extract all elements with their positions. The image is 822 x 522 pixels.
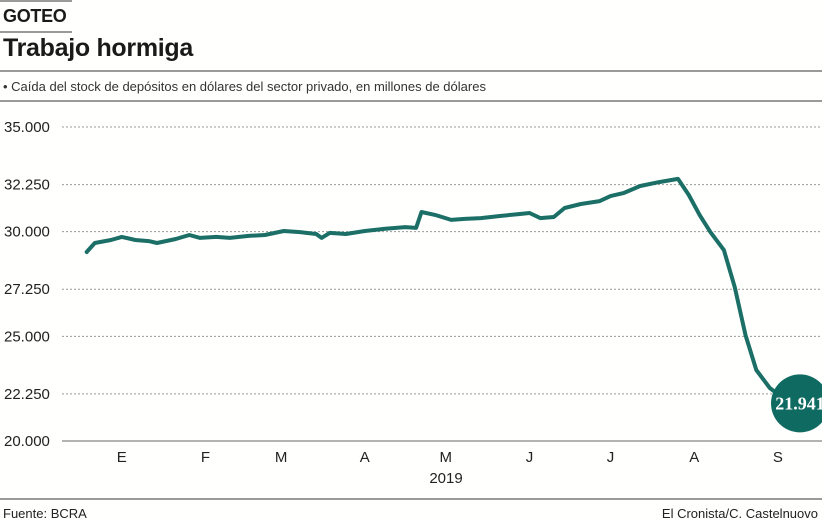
kicker: GOTEO (3, 6, 67, 26)
y-tick-label: 32.250 (4, 177, 50, 194)
footer-rule (0, 498, 822, 500)
callout-circle (771, 374, 822, 433)
y-tick-label: 20.000 (4, 433, 50, 450)
x-tick-label: A (689, 449, 699, 466)
series-line (84, 176, 788, 403)
subtitle-rule (0, 100, 822, 102)
x-tick-label: S (773, 449, 783, 466)
line-chart: 35.000 32.250 30.000 27.250 25.000 22.250 20.0… (4, 119, 822, 487)
source-note: Fuente: BCRA (3, 506, 87, 521)
title-rule (0, 70, 822, 72)
x-tick-label: E (117, 449, 127, 466)
chart-subtitle: • Caída del stock de depósitos en dólare… (3, 79, 486, 94)
x-tick-label: J (607, 449, 615, 466)
chart-title: Trabajo hormiga (3, 34, 193, 62)
x-axis-label: 2019 (429, 470, 462, 487)
top-rule (0, 0, 72, 2)
x-tick-label: A (360, 449, 370, 466)
callout-label: 21.941 (775, 393, 822, 413)
y-tick-label: 30.000 (4, 224, 50, 241)
credit-note: El Cronista/C. Castelnuovo (661, 506, 818, 521)
y-tick-label: 22.250 (4, 386, 50, 403)
y-tick-label: 35.000 (4, 119, 50, 136)
kicker-rule (0, 31, 72, 33)
x-tick-label: F (201, 449, 210, 466)
x-tick-label: M (275, 449, 288, 466)
y-tick-label: 27.250 (4, 281, 50, 298)
x-tick-label: M (440, 449, 453, 466)
callout: 21.941 (771, 374, 822, 433)
x-tick-label: J (526, 449, 534, 466)
y-tick-label: 25.000 (4, 328, 50, 345)
